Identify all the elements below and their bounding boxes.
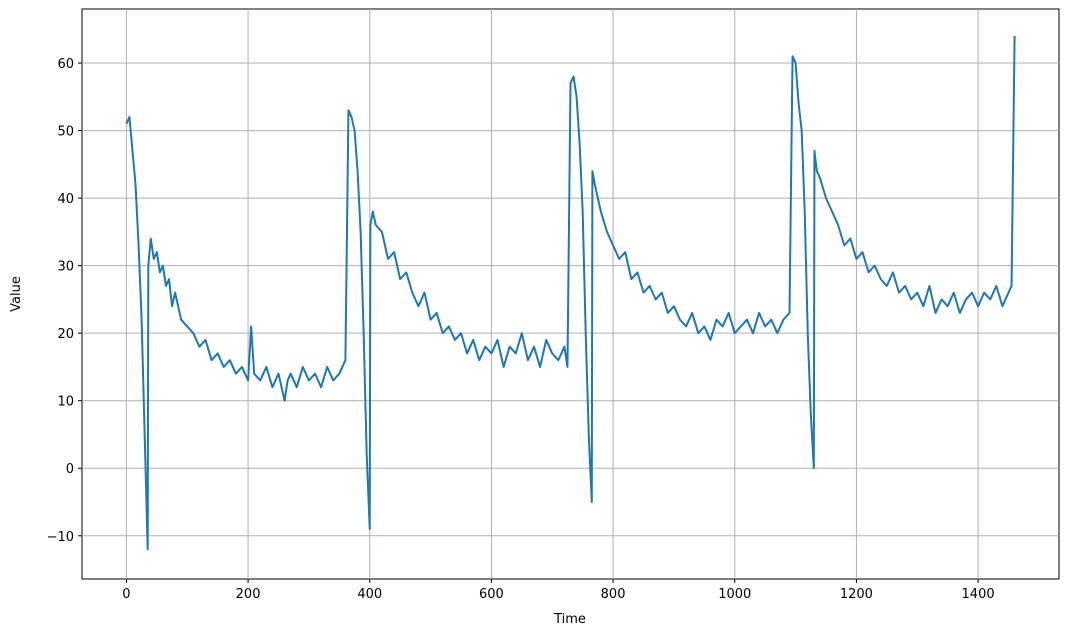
y-tick-label: 0: [66, 462, 74, 477]
y-tick-label: −10: [47, 530, 74, 545]
x-tick-label: 0: [122, 587, 130, 602]
x-tick-label: 1400: [962, 587, 995, 602]
x-tick-label: 400: [357, 587, 382, 602]
x-tick-label: 800: [601, 587, 626, 602]
x-tick-label: 1200: [840, 587, 873, 602]
y-tick-label: 30: [57, 260, 74, 275]
y-axis-label: Value: [9, 276, 24, 312]
plot-frame: [81, 8, 1060, 580]
data-line: [125, 35, 1016, 551]
x-tick-label: 600: [479, 587, 504, 602]
y-tick-label: 20: [57, 327, 74, 342]
x-axis-label: Time: [553, 612, 586, 627]
y-tick-label: 60: [57, 57, 74, 72]
y-tick-label: 10: [57, 395, 74, 410]
x-tick-label: 1000: [718, 587, 751, 602]
x-tick-label: 200: [236, 587, 261, 602]
y-tick-label: 40: [57, 192, 74, 207]
y-tick-label: 50: [57, 125, 74, 140]
